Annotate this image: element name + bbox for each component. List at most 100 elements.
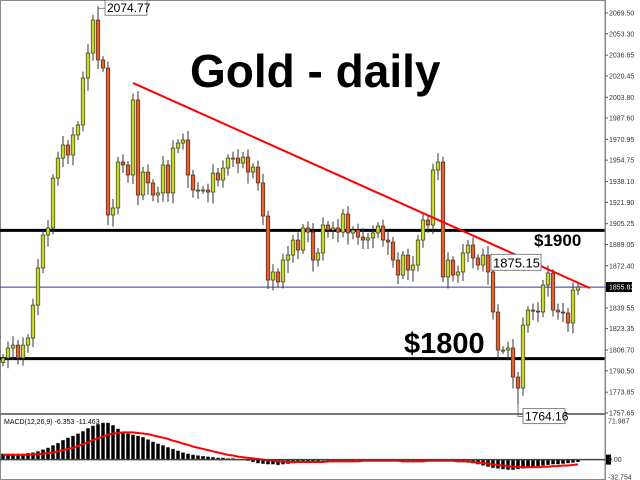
candle-body [520,324,526,389]
candle-body [150,182,156,196]
candle-body [480,254,486,266]
candle-body [135,99,141,196]
price-tick-label: 2020.45 [609,73,634,80]
candle [365,232,371,250]
candle [405,248,411,281]
candle-body [400,254,406,276]
candle [295,232,301,260]
macd-bar [181,452,185,460]
candle [310,223,316,272]
candle [550,269,556,317]
candle-body [505,347,511,351]
candle-body [545,272,551,286]
candle-body [510,347,516,378]
candle-body [395,259,401,276]
candle-body [470,244,476,259]
price-tick-label: 1839.55 [609,305,634,312]
candle-body [95,19,101,61]
macd-bar [161,445,165,460]
candle-body [490,271,496,313]
macd-bar [176,450,180,460]
candle [25,334,31,353]
candle-body [560,311,566,314]
candle-body [565,312,571,324]
candle [225,154,231,176]
candle [240,151,246,169]
swing-annotation-label: 1875.15 [493,255,540,270]
candle [345,206,351,245]
candle-body [65,144,71,156]
candle [475,254,481,271]
candle-body [325,224,331,231]
candle [45,220,51,247]
candle [430,163,436,235]
macd-bar [96,423,100,460]
candle-body [305,227,311,233]
candle [230,151,236,168]
candle [465,239,471,262]
candle [515,371,521,405]
candle [165,159,171,202]
candle-body [455,271,461,276]
candle [555,303,561,320]
candle [565,307,571,332]
macd-bar [91,425,95,460]
candle-body [525,309,531,326]
price-tick-label: 1889.05 [609,242,634,249]
macd-bar [506,459,510,470]
candle [480,248,486,272]
candle [420,212,426,248]
macd-bar [166,447,170,460]
candle-body [175,142,181,149]
candle-body [310,231,316,261]
candle [155,186,161,203]
candle-body [285,254,291,261]
candle [320,217,326,261]
candle [545,265,551,297]
price-tick-label: 1987.60 [609,116,634,123]
candle [130,93,136,184]
candle-body [385,239,391,243]
chart-title: Gold - daily [190,45,441,97]
macd-bar [131,434,135,460]
candle [60,136,66,168]
candle [260,173,266,226]
candle-body [125,164,131,176]
candle-body [540,284,546,313]
macd-bar [126,433,130,460]
candle [370,225,376,249]
candle [70,127,76,166]
candle [445,252,451,289]
candle [215,167,221,187]
candle [250,163,256,179]
candle-body [355,229,361,238]
level-label-1900: $1900 [534,231,582,250]
candle [390,236,396,268]
candle-body [60,144,66,159]
candle [530,303,536,321]
macd-bar [136,435,140,460]
macd-tick-label: -32.754 [608,475,632,480]
macd-zero-box [606,454,611,465]
candle-body [535,310,541,313]
macd-bar [541,459,545,466]
candle [400,251,406,279]
candle [200,186,206,194]
price-tick-label: 1954.75 [609,158,634,165]
candle-body [145,171,151,184]
candle-body [435,161,441,171]
candle [520,317,526,396]
candle [505,341,511,361]
price-tick-label: 1905.25 [609,221,634,228]
candle [380,219,386,247]
candle-body [440,161,446,278]
candle-body [445,259,451,278]
candle-body [205,189,211,193]
candle-body [120,161,126,166]
candle-body [170,147,176,194]
candle [375,222,381,239]
candle [140,166,146,201]
candle-body [405,254,411,271]
candle [315,247,321,267]
candle [145,164,151,195]
